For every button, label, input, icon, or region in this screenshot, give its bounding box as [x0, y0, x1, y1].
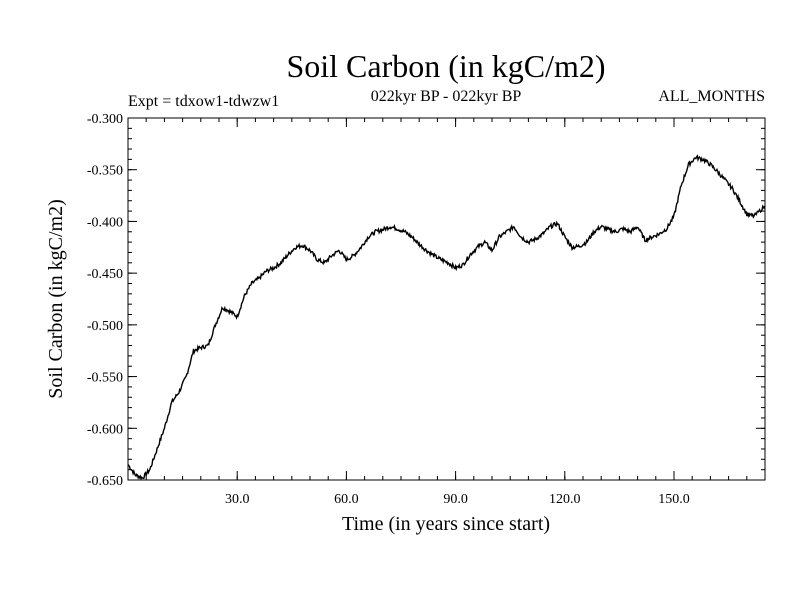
- y-tick-label: -0.550: [87, 371, 123, 386]
- y-tick-label: -0.650: [87, 474, 123, 489]
- experiment-label: Expt = tdxow1-tdwzw1: [128, 93, 279, 110]
- y-tick-label: -0.450: [87, 267, 123, 282]
- x-tick-label: 150.0: [658, 492, 690, 507]
- y-axis-title: Soil Carbon (in kgC/m2): [45, 199, 67, 398]
- axis-ticks: [128, 117, 765, 481]
- soil-carbon-line: [127, 154, 766, 481]
- period-label: 022kyr BP - 022kyr BP: [371, 88, 522, 105]
- plot-frame: [127, 117, 766, 481]
- x-tick-labels: 30.0 60.0 90.0 120.0 150.0: [225, 492, 690, 507]
- x-tick-label: 60.0: [334, 492, 359, 507]
- chart-title: Soil Carbon (in kgC/m2): [286, 48, 605, 84]
- y-tick-label: -0.350: [87, 164, 123, 179]
- y-tick-label: -0.400: [87, 215, 123, 230]
- x-tick-label: 120.0: [549, 492, 581, 507]
- x-tick-label: 90.0: [443, 492, 468, 507]
- months-label: ALL_MONTHS: [658, 88, 765, 105]
- x-axis-title: Time (in years since start): [342, 513, 550, 535]
- y-tick-labels: -0.300 -0.350 -0.400 -0.450 -0.500 -0.550 -0.6…: [87, 112, 123, 489]
- y-tick-label: -0.500: [87, 319, 123, 334]
- y-tick-label: -0.300: [87, 112, 123, 127]
- y-tick-label: -0.600: [87, 422, 123, 437]
- x-tick-label: 30.0: [225, 492, 250, 507]
